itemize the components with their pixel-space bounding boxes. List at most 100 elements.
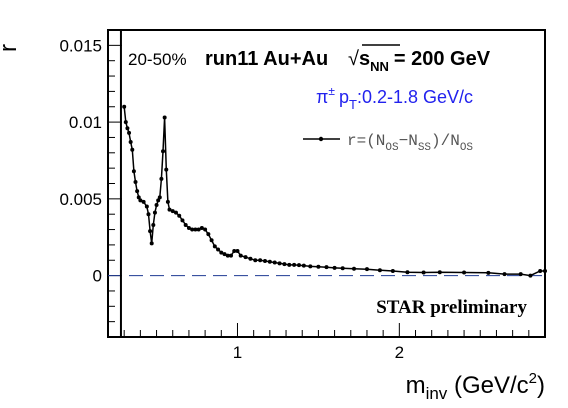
- x-axis-title: minv (GeV/c2): [406, 370, 545, 403]
- data-point: [543, 268, 547, 273]
- data-point: [518, 272, 523, 277]
- data-point: [267, 259, 272, 264]
- data-point: [212, 244, 217, 249]
- data-point: [170, 209, 175, 214]
- data-point: [538, 268, 543, 273]
- data-point: [177, 213, 182, 218]
- y-tick-label: 0.01: [69, 113, 102, 132]
- series-line: [123, 106, 545, 277]
- data-point: [130, 147, 135, 152]
- data-point: [502, 272, 507, 277]
- data-point: [146, 212, 151, 217]
- data-point: [154, 202, 159, 207]
- data-point: [272, 260, 277, 265]
- data-point: [301, 263, 306, 268]
- data-point: [462, 270, 467, 275]
- plot-frame: [107, 29, 546, 338]
- x-tick-label: 2: [395, 343, 404, 362]
- data-point: [164, 167, 169, 172]
- data-point: [190, 227, 195, 232]
- data-point: [340, 266, 345, 271]
- data-point: [296, 263, 301, 268]
- data-point: [486, 270, 491, 275]
- data-point: [243, 255, 248, 260]
- data-point: [149, 241, 154, 246]
- data-point: [390, 268, 395, 273]
- data-point: [238, 253, 243, 258]
- y-axis-ticks: 0 0.005 0.01 0.015: [59, 29, 122, 338]
- data-point: [152, 210, 157, 215]
- data-point: [287, 262, 292, 267]
- y-tick-label: 0.005: [59, 190, 102, 209]
- data-point: [125, 126, 130, 131]
- data-point: [167, 207, 172, 212]
- data-point: [216, 247, 221, 252]
- data-point: [282, 262, 287, 267]
- data-point: [128, 140, 133, 145]
- data-point: [352, 266, 357, 271]
- data-point: [248, 256, 253, 261]
- y-axis-title: r: [0, 44, 22, 52]
- data-point: [377, 268, 382, 273]
- x-tick-label: 1: [233, 343, 242, 362]
- data-point: [405, 270, 410, 275]
- centrality-label: 20-50%: [128, 50, 187, 69]
- data-point: [199, 226, 204, 231]
- data-point: [203, 227, 208, 232]
- preliminary-label: STAR preliminary: [376, 297, 527, 318]
- data-point: [364, 267, 369, 272]
- data-point: [528, 273, 533, 278]
- data-point: [165, 199, 170, 204]
- data-point: [421, 270, 426, 275]
- data-point: [316, 264, 321, 269]
- data-point: [135, 189, 140, 194]
- data-point: [186, 226, 191, 231]
- y-tick-label: 0.015: [59, 36, 102, 55]
- data-point: [127, 130, 132, 135]
- data-point: [225, 253, 230, 258]
- particle-pt-label: π± pT:0.2-1.8 GeV/c: [316, 84, 473, 112]
- data-point: [253, 258, 258, 263]
- data-point: [437, 270, 442, 275]
- energy-label: √sNN = 200 GeV: [348, 48, 491, 74]
- data-point: [229, 253, 234, 258]
- data-point: [144, 204, 149, 209]
- data-point: [196, 227, 201, 232]
- data-point: [133, 179, 138, 184]
- data-point: [173, 210, 178, 215]
- data-point: [136, 195, 141, 200]
- data-point: [308, 264, 313, 269]
- run-label: run11 Au+Au: [205, 48, 328, 70]
- data-point: [148, 229, 153, 234]
- data-point: [277, 261, 282, 266]
- data-point: [183, 222, 188, 227]
- data-point: [156, 198, 161, 203]
- data-point: [151, 222, 156, 227]
- data-point: [324, 265, 329, 270]
- data-point: [138, 198, 143, 203]
- data-point: [141, 199, 146, 204]
- data-point: [193, 227, 198, 232]
- data-point: [219, 250, 224, 255]
- data-point: [292, 262, 297, 267]
- data-point: [209, 238, 214, 243]
- data-point: [162, 115, 167, 120]
- data-point: [123, 120, 128, 125]
- data-point: [157, 195, 162, 200]
- data-point: [180, 218, 185, 223]
- data-point: [161, 149, 166, 154]
- data-point: [235, 249, 240, 254]
- legend-marker: [318, 136, 324, 142]
- data-point: [131, 169, 136, 174]
- data-point: [159, 176, 164, 181]
- legend: r=(NOS−NSS)/NOS: [303, 132, 473, 154]
- data-point: [332, 265, 337, 270]
- data-point: [206, 232, 211, 237]
- data-point: [258, 258, 263, 263]
- data-point: [262, 259, 267, 264]
- data-point: [222, 252, 227, 257]
- series-points: [122, 104, 547, 278]
- legend-entry: r=(NOS−NSS)/NOS: [347, 132, 473, 154]
